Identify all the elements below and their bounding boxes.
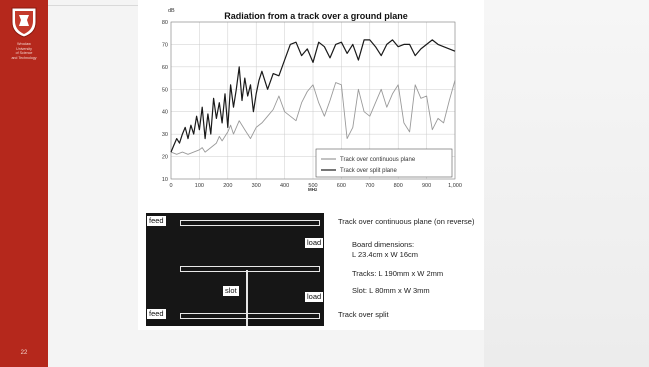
plot-frame	[170, 21, 456, 180]
series-lines	[170, 39, 456, 155]
load-label-bottom: load	[305, 292, 324, 302]
slot-spec: Slot: L 80mm x W 3mm	[352, 286, 430, 295]
board-dimensions-label: Board dimensions:	[352, 240, 415, 249]
caption-split: Track over split	[338, 310, 389, 319]
x-tick-label: 600	[337, 183, 346, 189]
y-tick-label: 20	[162, 155, 168, 161]
legend-label-split: Track over split plane	[340, 168, 397, 174]
legend: Track over continuous plane Track over s…	[315, 148, 453, 178]
pcb-diagram	[146, 213, 324, 326]
y-tick-label: 80	[162, 20, 168, 26]
feed-label-top: feed	[147, 216, 166, 226]
top-track	[180, 220, 320, 226]
series-line-split-plane	[170, 39, 456, 153]
x-axis-unit: MHz	[308, 187, 318, 192]
radiation-chart: Radiation from a track over a ground pla…	[162, 8, 462, 192]
chart-title: Radiation from a track over a ground pla…	[224, 11, 408, 21]
ground-plane-slot	[246, 270, 248, 326]
x-tick-label: 700	[365, 183, 374, 189]
y-tick-label: 40	[162, 110, 168, 116]
caption-continuous: Track over continuous plane (on reverse)	[338, 217, 475, 226]
y-tick-label: 70	[162, 42, 168, 48]
legend-box	[315, 148, 453, 178]
y-tick-label: 50	[162, 87, 168, 93]
university-crest-icon	[11, 7, 37, 38]
feed-label-bottom: feed	[147, 309, 166, 319]
x-tick-label: 800	[394, 183, 403, 189]
board-dimensions-value: L 23.4cm x W 16cm	[352, 250, 418, 259]
y-tick-label: 30	[162, 132, 168, 138]
bottom-track	[180, 313, 320, 319]
x-tick-label: 0	[169, 183, 172, 189]
x-tick-label: 200	[223, 183, 232, 189]
legend-label-continuous: Track over continuous plane	[340, 157, 416, 163]
x-tick-label: 1,000	[448, 183, 462, 189]
slot-label: slot	[223, 286, 239, 296]
series-line-continuous-plane	[170, 80, 456, 155]
y-axis-unit: dB	[168, 8, 175, 14]
middle-track	[180, 266, 320, 272]
x-tick-label: 900	[422, 183, 431, 189]
university-name: Wroclaw University of Science and Techno…	[11, 42, 37, 60]
x-tick-label: 400	[280, 183, 289, 189]
sidebar: Wroclaw University of Science and Techno…	[0, 0, 48, 367]
y-tick-label: 60	[162, 65, 168, 71]
y-tick-label: 10	[162, 177, 168, 183]
x-tick-label: 500	[308, 183, 317, 189]
page-number: 22	[20, 350, 28, 356]
background-panel	[484, 0, 649, 367]
x-tick-label: 100	[195, 183, 204, 189]
x-tick-label: 300	[252, 183, 261, 189]
tracks-spec: Tracks: L 190mm x W 2mm	[352, 269, 444, 278]
load-label-top: load	[305, 238, 324, 248]
